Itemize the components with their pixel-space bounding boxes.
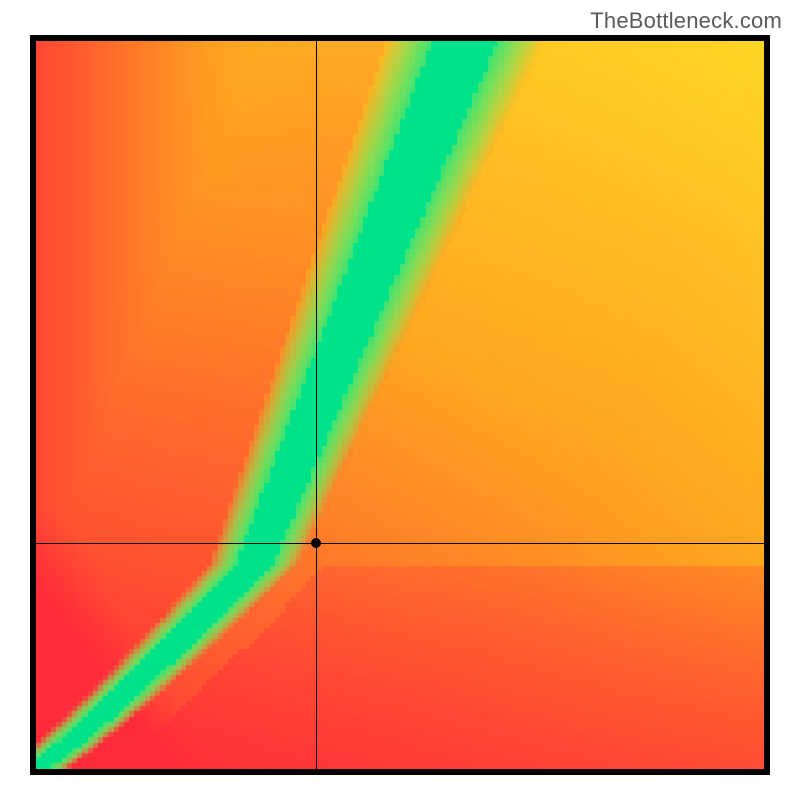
chart-container: TheBottleneck.com [0,0,800,800]
watermark-text: TheBottleneck.com [590,8,782,34]
heatmap-canvas [36,41,764,769]
heatmap-plot [30,35,770,775]
